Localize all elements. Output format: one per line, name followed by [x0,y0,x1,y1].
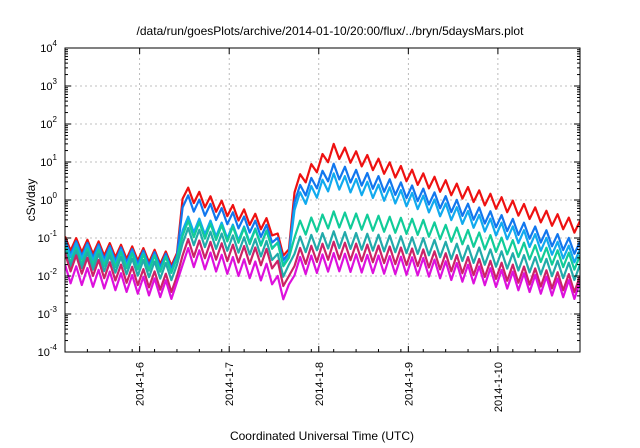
y-tick-label: 101 [40,153,57,169]
y-tick-label: 103 [40,77,57,93]
y-axis-label: cSv/day [24,179,38,222]
plot-area [65,142,580,301]
y-tick-label: 10-1 [38,229,58,245]
x-tick-label: 2014-1-10 [493,362,505,412]
y-axis-ticks: 10-4 10-3 10-2 10-1 100 101 102 103 104 [38,39,580,359]
series-line-6 [65,247,580,301]
chart-title: /data/run/goesPlots/archive/2014-01-10/2… [137,24,525,38]
x-axis-label: Coordinated Universal Time (UTC) [230,429,414,443]
y-tick-label: 10-4 [38,343,58,359]
x-tick-label: 2014-1-6 [135,362,147,406]
series-line-4 [65,226,580,282]
y-tick-label: 104 [40,39,57,55]
grid-lines [65,48,580,352]
series-layer [65,142,580,301]
series-line-0 [65,142,580,267]
y-tick-label: 100 [40,191,57,207]
x-tick-label: 2014-1-8 [314,362,326,406]
y-tick-label: 10-3 [38,305,58,321]
x-axis-ticks: 2014-1-6 2014-1-7 2014-1-8 2014-1-9 2014-1-1… [86,48,559,412]
x-tick-label: 2014-1-9 [403,362,415,406]
y-tick-label: 102 [40,115,57,131]
series-line-5 [65,238,580,294]
series-line-3 [65,210,580,274]
y-tick-label: 10-2 [38,267,58,283]
x-tick-label: 2014-1-7 [224,362,236,406]
